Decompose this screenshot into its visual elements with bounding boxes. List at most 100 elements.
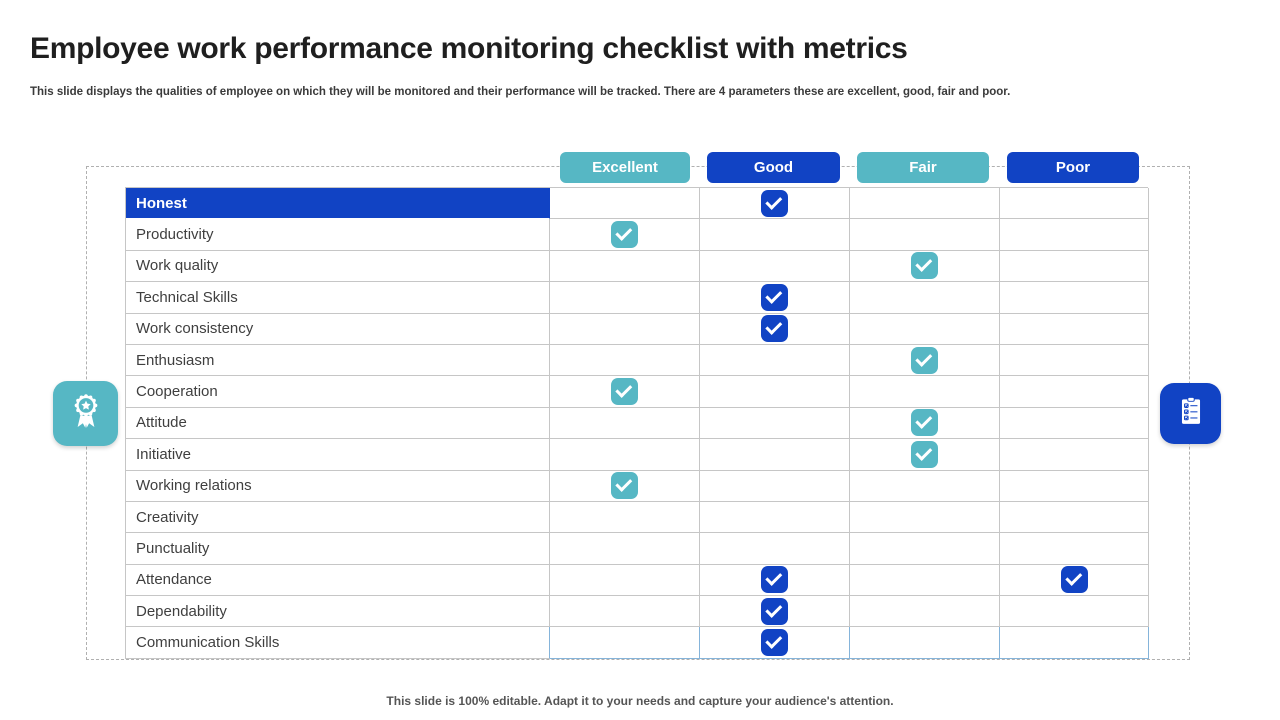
rating-cell-fair[interactable] [850,250,1000,283]
rating-cell-excellent[interactable] [550,533,700,565]
rating-cell-fair[interactable] [850,407,1000,440]
rating-cell-fair[interactable] [850,282,1000,314]
checkmark-icon [911,440,938,468]
rating-cell-poor[interactable] [1000,533,1149,565]
row-label: Productivity [126,219,550,251]
rating-cell-poor[interactable] [1000,470,1149,502]
column-header-poor[interactable]: Poor [1007,152,1139,183]
checkmark-icon [761,315,788,343]
rating-cell-poor[interactable] [1000,596,1149,628]
rating-cell-good[interactable] [700,282,850,314]
rating-cell-good[interactable] [700,250,850,283]
rating-cell-fair[interactable] [850,533,1000,565]
checkmark-icon [611,221,638,249]
checkmark-icon [911,346,938,374]
checkmark-icon [761,597,788,625]
column-header-fair[interactable]: Fair [857,152,989,183]
rating-cell-excellent[interactable] [550,439,700,471]
rating-cell-poor[interactable] [1000,344,1149,377]
award-badge [53,381,118,446]
rating-cell-poor[interactable] [1000,407,1149,440]
rating-cell-good[interactable] [700,627,850,659]
rating-cell-poor[interactable] [1000,282,1149,314]
checkmark-icon [911,409,938,437]
row-label: Cooperation [126,376,550,408]
rating-cell-poor[interactable] [1000,313,1149,345]
rating-cell-fair[interactable] [850,501,1000,534]
row-label: Work quality [126,250,550,283]
row-label: Honest [126,188,550,220]
clipboard-checklist-icon [1171,391,1211,436]
checkmark-icon [761,629,788,657]
rating-cell-good[interactable] [700,501,850,534]
checkmark-icon [761,566,788,594]
rating-cell-good[interactable] [700,188,850,220]
row-label: Initiative [126,439,550,471]
rating-cell-excellent[interactable] [550,501,700,534]
rating-cell-excellent[interactable] [550,250,700,283]
rating-cell-excellent[interactable] [550,188,700,220]
column-header-good[interactable]: Good [707,152,840,183]
rating-cell-good[interactable] [700,376,850,408]
row-label: Attendance [126,564,550,597]
column-header-excellent[interactable]: Excellent [560,152,690,183]
checkmark-icon [611,472,638,500]
footer-note: This slide is 100% editable. Adapt it to… [386,694,894,708]
rating-cell-excellent[interactable] [550,564,700,597]
rating-cell-excellent[interactable] [550,596,700,628]
row-label: Attitude [126,407,550,440]
rating-cell-excellent[interactable] [550,219,700,251]
rating-cell-fair[interactable] [850,313,1000,345]
row-label: Punctuality [126,533,550,565]
rating-cell-poor[interactable] [1000,439,1149,471]
rating-cell-fair[interactable] [850,188,1000,220]
slide-subtitle: This slide displays the qualities of emp… [30,86,1011,98]
rating-cell-excellent[interactable] [550,470,700,502]
rating-cell-poor[interactable] [1000,219,1149,251]
rating-cell-good[interactable] [700,219,850,251]
rating-cell-good[interactable] [700,470,850,502]
rating-cell-poor[interactable] [1000,627,1149,659]
rating-cell-good[interactable] [700,344,850,377]
checkmark-icon [761,189,788,217]
rating-cell-excellent[interactable] [550,407,700,440]
rating-cell-good[interactable] [700,533,850,565]
rating-cell-excellent[interactable] [550,313,700,345]
rating-cell-fair[interactable] [850,564,1000,597]
rating-cell-fair[interactable] [850,344,1000,377]
checkmark-icon [611,378,638,406]
rating-cell-excellent[interactable] [550,282,700,314]
rating-cell-excellent[interactable] [550,376,700,408]
row-label: Communication Skills [126,627,550,659]
checkmark-icon [911,252,938,280]
rating-cell-good[interactable] [700,313,850,345]
checklist-badge [1160,383,1221,444]
rating-cell-poor[interactable] [1000,188,1149,220]
row-label: Work consistency [126,313,550,345]
row-label: Working relations [126,470,550,502]
row-label: Dependability [126,596,550,628]
rating-cell-poor[interactable] [1000,250,1149,283]
rating-cell-poor[interactable] [1000,501,1149,534]
rating-cell-good[interactable] [700,564,850,597]
checkmark-icon [761,283,788,311]
rating-cell-good[interactable] [700,439,850,471]
rating-cell-excellent[interactable] [550,627,700,659]
rating-cell-good[interactable] [700,596,850,628]
row-label: Technical Skills [126,282,550,314]
rating-cell-fair[interactable] [850,470,1000,502]
checklist-table: Honest Productivity Work quality Technical … [125,187,1149,659]
award-ribbon-icon [63,388,109,439]
rating-cell-poor[interactable] [1000,376,1149,408]
rating-cell-poor[interactable] [1000,564,1149,597]
checkmark-icon [1060,566,1088,594]
rating-cell-fair[interactable] [850,376,1000,408]
rating-cell-excellent[interactable] [550,344,700,377]
rating-cell-fair[interactable] [850,219,1000,251]
row-label: Creativity [126,501,550,534]
rating-cell-fair[interactable] [850,439,1000,471]
rating-cell-good[interactable] [700,407,850,440]
rating-cell-fair[interactable] [850,596,1000,628]
rating-cell-fair[interactable] [850,627,1000,659]
